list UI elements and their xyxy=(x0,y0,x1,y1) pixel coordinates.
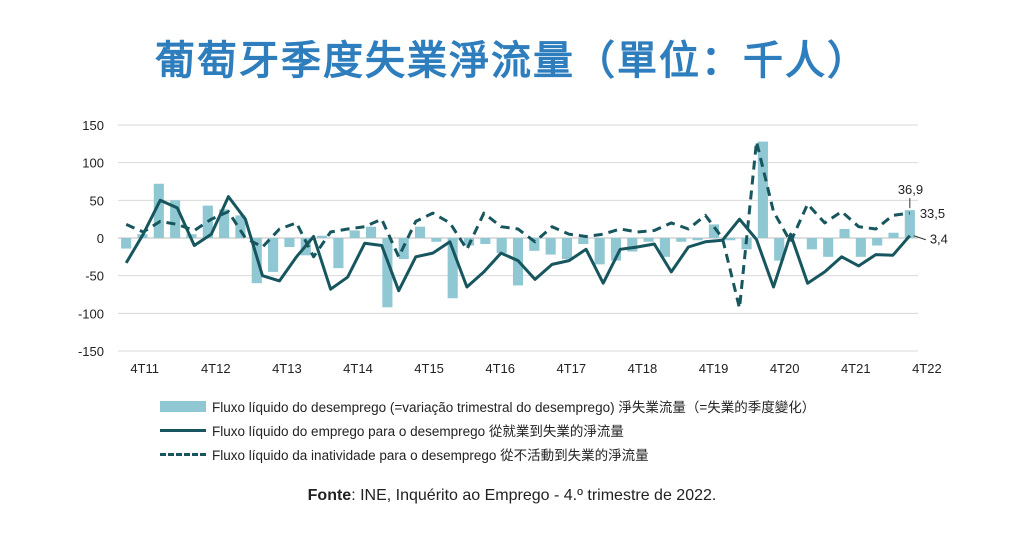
series-line-solid xyxy=(124,195,911,293)
x-tick-label: 4T17 xyxy=(557,361,587,376)
annotation-leader xyxy=(913,235,926,241)
bar xyxy=(235,215,246,238)
bar xyxy=(806,238,817,250)
bar xyxy=(725,238,736,241)
y-tick-label: -150 xyxy=(78,344,104,359)
bar xyxy=(496,238,507,254)
legend-item-solid: Fluxo líquido do emprego para o desempre… xyxy=(160,420,624,440)
bar xyxy=(480,238,491,245)
legend-swatch-bars xyxy=(160,400,206,412)
bar xyxy=(121,238,132,249)
bar xyxy=(659,238,670,257)
bar xyxy=(431,238,442,242)
bar xyxy=(790,238,801,239)
bar xyxy=(349,230,360,238)
x-tick-label: 4T21 xyxy=(841,361,871,376)
bar xyxy=(170,200,181,238)
annotation-label: 36,9 xyxy=(898,182,923,197)
bar xyxy=(610,238,622,261)
legend-swatch-solid xyxy=(160,428,206,432)
legend-label-bars: Fluxo líquido do desemprego (=variação t… xyxy=(212,400,816,415)
bar xyxy=(888,232,899,238)
source-note: Fonte: INE, Inquérito ao Emprego - 4.º t… xyxy=(0,487,1024,505)
legend-swatch-dashed xyxy=(160,452,206,456)
bar xyxy=(855,238,866,257)
source-label: Fonte xyxy=(307,487,352,504)
bar xyxy=(219,209,230,238)
annotation-label: 33,5 xyxy=(920,206,945,221)
x-tick-label: 4T19 xyxy=(699,361,729,376)
x-tick-label: 4T15 xyxy=(414,361,444,376)
bar xyxy=(578,238,589,245)
bar xyxy=(757,141,768,238)
x-tick-label: 4T20 xyxy=(770,361,800,376)
x-tick-label: 4T18 xyxy=(628,361,658,376)
bar xyxy=(447,238,458,299)
bar xyxy=(594,238,605,265)
bar xyxy=(268,238,279,272)
bar xyxy=(333,238,344,269)
y-tick-label: 0 xyxy=(97,231,104,246)
x-tick-label: 4T11 xyxy=(130,361,159,376)
bar xyxy=(676,238,687,242)
legend-item-dashed: Fluxo líquido da inatividade para o dese… xyxy=(160,444,649,464)
bar xyxy=(366,226,377,238)
y-tick-label: 150 xyxy=(82,118,104,133)
bar xyxy=(627,238,638,252)
bar xyxy=(904,210,915,238)
y-tick-label: -50 xyxy=(85,269,104,284)
bar xyxy=(643,238,654,242)
x-tick-label: 4T16 xyxy=(485,361,515,376)
bar xyxy=(823,238,834,257)
bar xyxy=(382,238,393,308)
x-tick-label: 4T13 xyxy=(272,361,302,376)
bar xyxy=(839,228,850,238)
bar xyxy=(708,224,719,238)
x-tick-label: 4T22 xyxy=(912,361,942,376)
chart-svg: 150 100 50 0 -50 -100 -150 4T11 4T12 4T13 4T14 4T15… xyxy=(78,118,948,376)
y-tick-label: 50 xyxy=(90,193,104,208)
bar xyxy=(317,235,328,238)
bar xyxy=(774,238,785,261)
x-tick-label: 4T14 xyxy=(343,361,373,376)
bar xyxy=(529,238,540,251)
series-line-dashed xyxy=(125,140,911,310)
chart-title: 葡萄牙季度失業淨流量（單位：千人） xyxy=(155,38,869,84)
legend-label-solid: Fluxo líquido do emprego para o desempre… xyxy=(212,424,624,439)
legend-item-bars: Fluxo líquido do desemprego (=variação t… xyxy=(160,396,815,416)
bar xyxy=(561,238,573,260)
bar xyxy=(692,238,703,241)
bar xyxy=(414,226,426,238)
bar xyxy=(545,238,556,255)
y-tick-label: -100 xyxy=(78,306,104,321)
legend-label-dashed: Fluxo líquido da inatividade para o dese… xyxy=(212,448,649,463)
bar xyxy=(153,183,164,238)
x-tick-label: 4T12 xyxy=(201,361,231,376)
y-tick-label: 100 xyxy=(82,156,104,171)
bar xyxy=(872,238,883,246)
annotation-label: 3,4 xyxy=(930,232,948,247)
source-text: : INE, Inquérito ao Emprego - 4.º trimes… xyxy=(351,487,717,504)
bar xyxy=(284,238,295,248)
